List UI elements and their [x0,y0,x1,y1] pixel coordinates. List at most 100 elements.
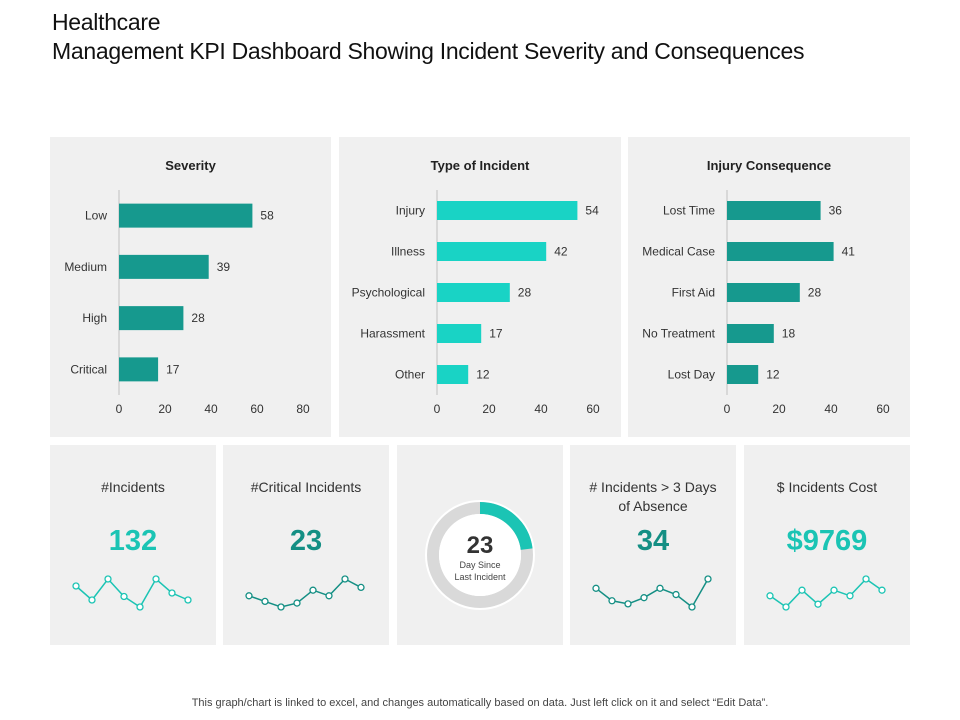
x-tick-label: 80 [296,402,310,416]
sparkline-point [766,592,774,600]
kpi-incidents-sparkline [72,575,192,611]
bar-psychological [437,283,510,302]
kpi-cost-label: $ Incidents Cost [776,479,878,495]
severity-chart-panel: Severity Low 58 Medium 39 High 28 Critical 17 0 2… [50,137,331,437]
x-tick-label: 0 [724,402,731,416]
kpi-cost-value: $9769 [786,525,868,557]
days-since-caption-line-2: Last Incident [454,572,506,582]
sparkline-point [309,586,317,594]
incident-type-bar-chart[interactable]: Injury 54 Illness 42 Psychological 28 Harassme… [339,137,621,437]
bar-medium [119,254,209,279]
sparkline-point [293,599,301,607]
sparkline-point [120,592,128,601]
sparkline-point [592,584,600,592]
injury-consequence-chart-title: Injury Consequence [706,158,832,173]
sparkline-point [136,603,144,611]
days-since-caption: Day Since Last Incident [397,559,563,583]
sparkline-point [357,583,365,592]
category-label: Lost Day [668,368,715,382]
sparkline-point [261,597,269,606]
injury-consequence-bar-chart[interactable]: Lost Time 36 Medical Case 41 First Aid 28 No T… [628,137,910,437]
kpi-absence-value: 34 [636,525,670,557]
sparkline-point [862,575,870,583]
data-label: 41 [842,245,856,259]
x-tick-label: 0 [434,402,441,416]
sparkline-point [878,586,886,594]
category-label: Critical [70,362,107,376]
data-label: 18 [782,327,796,341]
sparkline-point [325,592,333,600]
category-label: Other [395,368,425,382]
data-label: 42 [554,245,568,259]
bar-lost-time [727,201,821,220]
sparkline-point [640,594,648,602]
severity-bar-chart[interactable]: Low 58 Medium 39 High 28 Critical 17 0 20 40 60 80 [50,137,331,437]
kpi-incidents-card: #Incidents 132 [50,445,216,645]
kpi-critical-card: #Critical Incidents 23 [223,445,389,645]
sparkline-point [656,584,664,592]
title-line-2: Management KPI Dashboard Showing Inciden… [52,38,805,64]
title-line-1: Healthcare [52,9,161,35]
data-label: 28 [191,311,205,325]
kpi-cost-card: $ Incidents Cost $9769 [744,445,910,645]
bar-other [437,365,469,384]
category-label: No Treatment [642,327,715,341]
sparkline-point [782,603,790,611]
x-tick-label: 60 [250,402,264,416]
days-since-value: 23 [466,532,494,559]
data-label: 12 [766,368,780,382]
category-label: Illness [391,245,425,259]
x-tick-label: 60 [876,402,890,416]
incident-type-chart-title: Type of Incident [430,158,530,173]
category-label: Lost Time [663,204,715,218]
x-tick-label: 0 [116,402,123,416]
category-label: Injury [396,204,425,218]
bar-first-aid [727,283,800,302]
sparkline-point [624,600,632,608]
x-tick-label: 20 [772,402,786,416]
sparkline-point [704,575,712,583]
bar-high [119,306,184,331]
page-title: Healthcare Management KPI Dashboard Show… [52,8,804,66]
bar-injury [437,201,578,220]
category-label: Medium [64,260,107,274]
days-since-donut [425,500,535,610]
kpi-absence-label: # Incidents > 3 Days of Absence [576,478,730,516]
sparkline-point [72,582,80,590]
x-tick-label: 60 [586,402,600,416]
sparkline-point [341,575,349,583]
sparkline-point [104,575,112,583]
sparkline-point [88,596,96,604]
data-label: 28 [518,286,532,300]
sparkline-point [672,590,680,599]
sparkline-point [814,600,822,608]
sparkline-point [830,586,838,594]
x-tick-label: 20 [158,402,172,416]
category-label: Medical Case [642,245,715,259]
severity-chart-title: Severity [165,158,216,173]
sparkline-path [769,578,883,608]
footer-note: This graph/chart is linked to excel, and… [191,697,769,709]
bar-illness [437,242,547,261]
data-label: 36 [829,204,843,218]
sparkline-point [688,603,696,611]
x-tick-label: 40 [824,402,838,416]
data-label: 39 [217,260,231,274]
sparkline-point [152,575,160,583]
bar-harassment [437,324,482,343]
donut-center [439,514,521,596]
data-label: 28 [808,286,822,300]
sparkline-point [277,603,285,611]
bar-no-treatment [727,324,774,343]
kpi-absence-label-line-2: of Absence [618,498,688,514]
incident-type-chart-panel: Type of Incident Injury 54 Illness 42 Psycho… [339,137,621,437]
sparkline-point [846,592,854,600]
category-label: Psychological [352,286,425,300]
sparkline-point [184,596,192,604]
kpi-critical-sparkline [245,575,365,611]
sparkline-point [168,589,176,597]
x-tick-label: 40 [534,402,548,416]
x-tick-label: 40 [204,402,218,416]
data-label: 17 [166,362,180,376]
data-label: 58 [260,209,274,223]
